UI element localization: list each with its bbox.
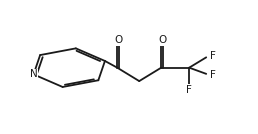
Text: F: F <box>210 70 215 80</box>
Text: O: O <box>114 35 122 45</box>
Text: F: F <box>210 51 215 61</box>
Text: O: O <box>158 35 166 45</box>
Text: F: F <box>186 85 192 95</box>
Text: N: N <box>30 69 37 79</box>
